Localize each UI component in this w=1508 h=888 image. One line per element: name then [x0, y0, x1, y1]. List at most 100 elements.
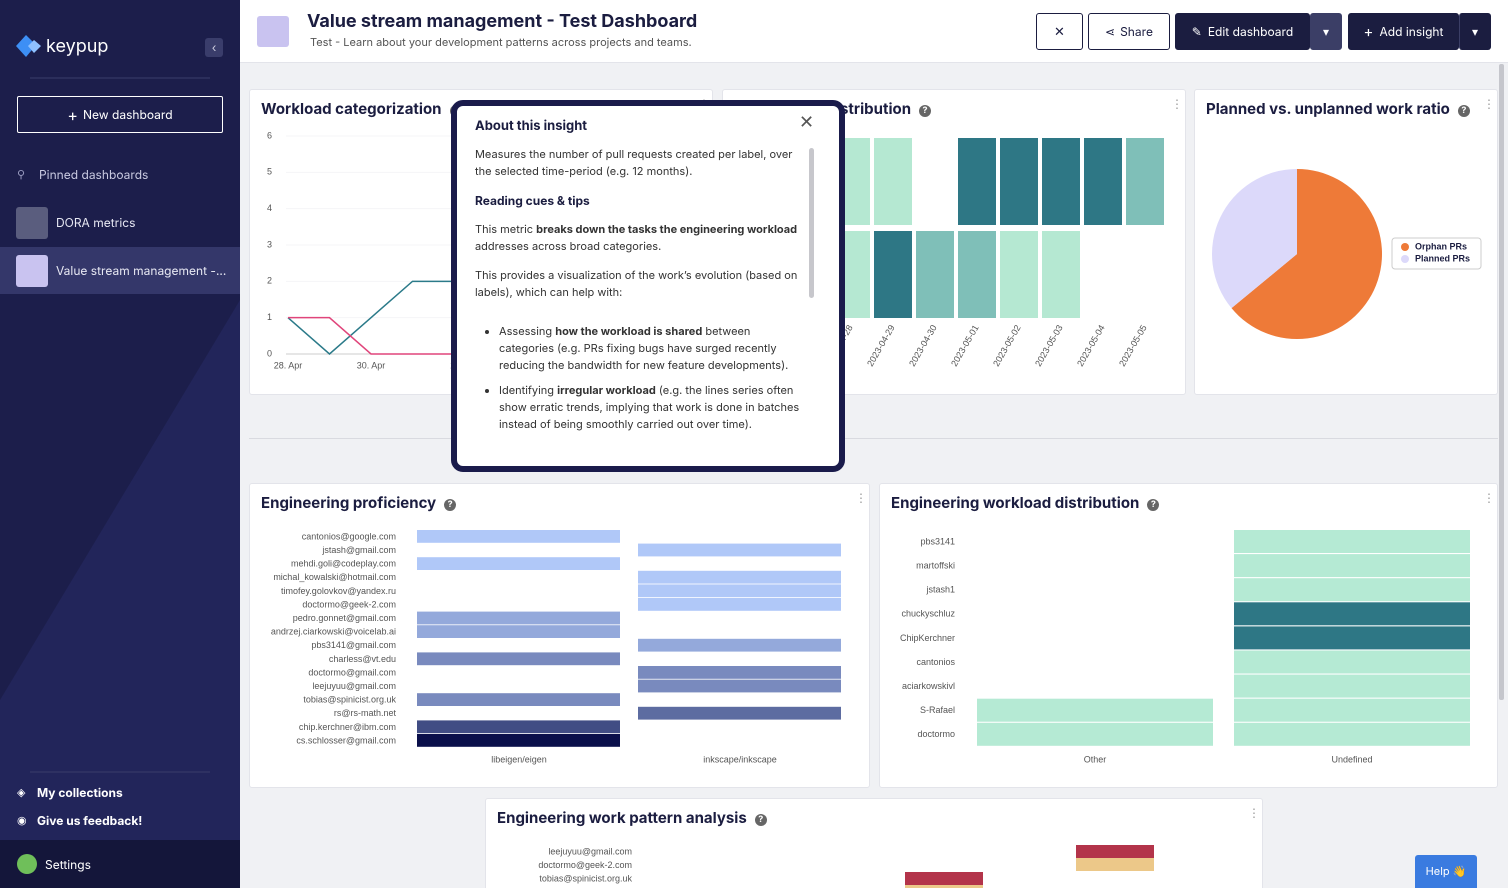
widget-title: stribution?	[840, 99, 1264, 121]
x-tick-label: libeigen/eigen	[491, 754, 547, 764]
help-icon[interactable]: ?	[919, 105, 932, 117]
widget-title-text: Workload categorization	[261, 99, 442, 118]
heat-cell	[417, 734, 620, 747]
y-tick-label: 6	[267, 130, 272, 140]
sidebar-shade	[0, 300, 240, 888]
row-label: martoffski	[916, 560, 955, 570]
heat-cell	[1234, 602, 1470, 626]
dashboard-icon	[16, 255, 48, 287]
widget-title-text: Engineering proficiency	[261, 493, 437, 512]
section-divider	[249, 438, 1498, 439]
row-label: jstash1	[925, 585, 955, 595]
x-tick-label: 2023-05-05	[1117, 323, 1149, 368]
pinned-label: Pinned dashboards	[39, 167, 149, 182]
pie-slice	[1212, 169, 1297, 309]
share-icon: ⋖	[1105, 24, 1116, 39]
header: Value stream management - Test Dashboard…	[240, 0, 1508, 63]
row-label: tobias@spinicist.org.uk	[539, 873, 632, 883]
page-subtitle: Test - Learn about your development patt…	[310, 35, 692, 49]
button-label: New dashboard	[82, 107, 173, 122]
new-dashboard-button[interactable]: + New dashboard	[17, 96, 223, 133]
help-icon[interactable]: ?	[1147, 499, 1160, 511]
row-label: jstash@gmail.com	[321, 545, 396, 555]
dashboard-link[interactable]: Value stream management -...	[56, 263, 227, 278]
x-tick-label: 28. Apr	[274, 360, 303, 370]
row-label: pbs3141@gmail.com	[311, 640, 396, 650]
widget-title-text: stribution	[840, 99, 912, 118]
line-series	[287, 280, 454, 355]
unpin-button[interactable]: ✕	[1036, 13, 1083, 50]
edit-dropdown[interactable]: ▾	[1310, 13, 1342, 50]
x-tick-label: Other	[1084, 754, 1107, 764]
heat-cell	[638, 584, 841, 598]
help-icon[interactable]: ?	[444, 499, 457, 511]
page-title: Value stream management - Test Dashboard	[307, 11, 698, 32]
widget-title: Engineering work pattern analysis?	[497, 808, 1235, 830]
heat-cell	[1234, 698, 1470, 722]
heat-cell	[638, 679, 841, 693]
popup-heading: Reading cues & tips	[475, 193, 590, 208]
heat-cell	[417, 720, 620, 734]
y-tick-label: 0	[267, 348, 272, 358]
help-button[interactable]: Help 👋	[1415, 855, 1477, 888]
heat-cell	[1234, 626, 1470, 650]
bar-segment	[1076, 845, 1154, 858]
widget-title: Engineering workload distribution?	[891, 493, 1470, 515]
row-label: cantonios	[916, 657, 955, 667]
row-label: S-Rafael	[920, 705, 955, 715]
row-label: rs@rs-math.net	[334, 708, 397, 718]
help-icon[interactable]: ?	[754, 814, 767, 826]
heat-cell	[958, 231, 996, 318]
row-label: cs.schlosser@gmail.com	[296, 735, 396, 745]
row-label: cantonios@google.com	[302, 531, 396, 541]
list-item: Assessing how the workload is shared bet…	[499, 323, 805, 374]
x-tick-label: 2023-05-02	[991, 323, 1023, 368]
heat-cell	[417, 625, 620, 638]
list-item: Identifying irregular workload (e.g. the…	[499, 382, 805, 433]
popup-text: This provides a visualization of the wor…	[475, 268, 798, 299]
popup-body: Measures the number of pull requests cre…	[475, 146, 805, 464]
close-button[interactable]: ✕	[799, 112, 815, 133]
add-dropdown[interactable]: ▾	[1459, 13, 1491, 50]
share-button[interactable]: ⋖ Share	[1088, 13, 1170, 50]
x-tick-label: 2023-04-29	[865, 323, 897, 368]
heat-cell	[638, 666, 841, 679]
heat-cell	[958, 138, 996, 225]
x-tick-label: 2023-05-03	[1033, 323, 1065, 368]
settings-link[interactable]: Settings	[45, 857, 91, 872]
legend-swatch	[1401, 243, 1409, 251]
button-label: Edit dashboard	[1207, 24, 1294, 39]
logo-mark	[16, 35, 36, 57]
pie-slice	[1231, 169, 1383, 339]
heat-cell	[1126, 138, 1164, 225]
text: (e.g. the lines series often show errati…	[499, 383, 800, 431]
row-label: pbs3141	[920, 536, 955, 546]
bar-segment	[905, 872, 983, 885]
widget-title-text: Engineering work pattern analysis	[497, 808, 747, 827]
dashboard-link[interactable]: DORA metrics	[56, 215, 136, 230]
sidebar: keypup ‹ + New dashboard ⚲ Pinned dashboards D…	[0, 0, 240, 888]
help-icon[interactable]: ?	[1457, 105, 1470, 117]
heat-cell	[638, 570, 841, 584]
sidebar-link[interactable]: My collections	[37, 785, 123, 800]
sidebar-link[interactable]: Give us feedback!	[37, 813, 143, 828]
text: addresses across broad categories.	[475, 239, 662, 253]
heat-cell	[1234, 722, 1470, 746]
collapse-button[interactable]: ‹	[205, 38, 223, 57]
link-icon: ◉	[17, 813, 27, 827]
legend-label: Orphan PRs	[1415, 241, 1467, 251]
row-label: pedro.gonnet@gmail.com	[293, 613, 396, 623]
heat-cell	[417, 693, 620, 706]
heat-cell	[417, 652, 620, 666]
bar-segment	[1076, 858, 1154, 871]
heat-cell	[638, 598, 841, 611]
row-label: doctormo@gmail.com	[308, 667, 396, 677]
line-series	[288, 316, 454, 355]
row-label: aciarkowskivl	[902, 681, 955, 691]
add-insight-button[interactable]: + Add insight	[1348, 13, 1459, 50]
edit-dashboard-button[interactable]: ✎ Edit dashboard	[1175, 13, 1310, 50]
row-label: charless@vt.edu	[329, 654, 396, 664]
row-label: leejuyuu@gmail.com	[312, 681, 396, 691]
link-icon: ◈	[17, 785, 26, 799]
